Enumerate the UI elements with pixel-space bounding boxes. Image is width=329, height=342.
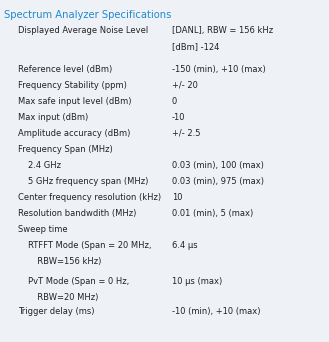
Text: 0: 0 (172, 97, 177, 106)
Text: Max safe input level (dBm): Max safe input level (dBm) (18, 97, 132, 106)
Text: RBW=20 MHz): RBW=20 MHz) (32, 293, 98, 302)
Text: Amplitude accuracy (dBm): Amplitude accuracy (dBm) (18, 129, 130, 138)
Text: 0.03 (min), 100 (max): 0.03 (min), 100 (max) (172, 161, 264, 170)
Text: +/- 2.5: +/- 2.5 (172, 129, 200, 138)
Text: 5 GHz frequency span (MHz): 5 GHz frequency span (MHz) (28, 177, 148, 186)
Text: Center frequency resolution (kHz): Center frequency resolution (kHz) (18, 193, 161, 202)
Text: [DANL], RBW = 156 kHz: [DANL], RBW = 156 kHz (172, 26, 273, 35)
Text: Max input (dBm): Max input (dBm) (18, 113, 88, 122)
Text: 10 μs (max): 10 μs (max) (172, 277, 222, 286)
Text: RBW=156 kHz): RBW=156 kHz) (32, 256, 101, 265)
Text: -10 (min), +10 (max): -10 (min), +10 (max) (172, 307, 261, 316)
Text: 10: 10 (172, 193, 183, 202)
Text: -10: -10 (172, 113, 186, 122)
Text: 6.4 μs: 6.4 μs (172, 240, 198, 250)
Text: PvT Mode (Span = 0 Hz,: PvT Mode (Span = 0 Hz, (28, 277, 129, 286)
Text: Trigger delay (ms): Trigger delay (ms) (18, 307, 94, 316)
Text: Displayed Average Noise Level: Displayed Average Noise Level (18, 26, 148, 35)
Text: 2.4 GHz: 2.4 GHz (28, 161, 61, 170)
Text: RTFFT Mode (Span = 20 MHz,: RTFFT Mode (Span = 20 MHz, (28, 240, 151, 250)
Text: Resolution bandwdith (MHz): Resolution bandwdith (MHz) (18, 209, 137, 218)
Text: 0.03 (min), 975 (max): 0.03 (min), 975 (max) (172, 177, 264, 186)
Text: Sweep time: Sweep time (18, 225, 68, 234)
Text: Reference level (dBm): Reference level (dBm) (18, 65, 112, 74)
Text: 0.01 (min), 5 (max): 0.01 (min), 5 (max) (172, 209, 253, 218)
Text: -150 (min), +10 (max): -150 (min), +10 (max) (172, 65, 266, 74)
Text: Spectrum Analyzer Specifications: Spectrum Analyzer Specifications (4, 10, 171, 20)
Text: Frequency Span (MHz): Frequency Span (MHz) (18, 145, 113, 154)
Text: +/- 20: +/- 20 (172, 81, 198, 90)
Text: Frequency Stability (ppm): Frequency Stability (ppm) (18, 81, 127, 90)
Text: [dBm] -124: [dBm] -124 (172, 42, 219, 51)
